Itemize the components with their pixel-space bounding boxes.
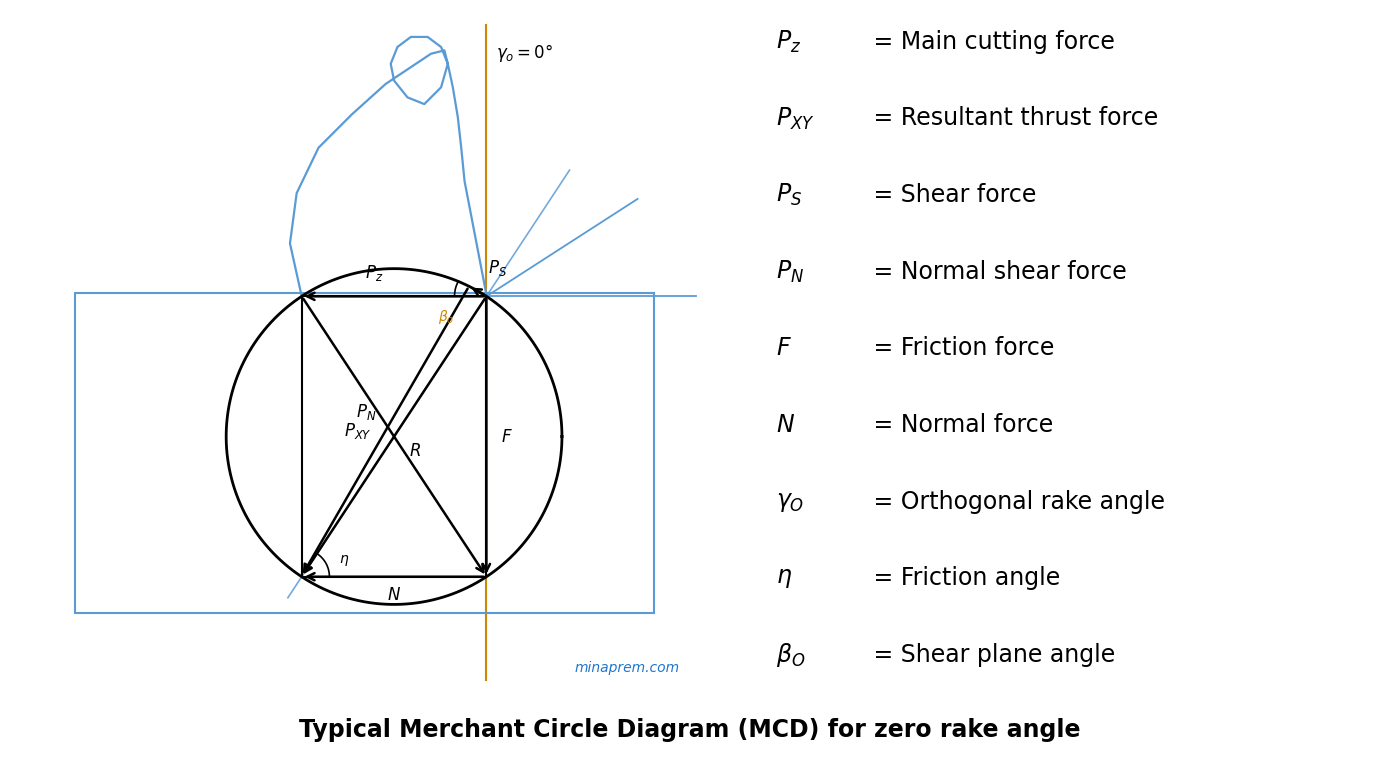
- Text: minaprem.com: minaprem.com: [575, 661, 680, 675]
- Text: $P_{XY}$: $P_{XY}$: [343, 421, 372, 441]
- Text: = Main cutting force: = Main cutting force: [776, 30, 1116, 53]
- Bar: [74, 293, 654, 613]
- Text: $P_{XY}$: $P_{XY}$: [776, 105, 815, 131]
- Text: = Friction angle: = Friction angle: [776, 566, 1060, 591]
- Text: $P_S$: $P_S$: [488, 258, 507, 278]
- Text: = Friction force: = Friction force: [776, 336, 1055, 361]
- Text: $P_N$: $P_N$: [776, 259, 804, 285]
- Text: $P_S$: $P_S$: [776, 182, 803, 209]
- Text: $\eta$: $\eta$: [776, 566, 793, 591]
- Text: $\gamma_O$: $\gamma_O$: [776, 490, 804, 513]
- Text: $P_z$: $P_z$: [365, 264, 383, 283]
- Text: $P_N$: $P_N$: [356, 402, 376, 422]
- Text: = Shear force: = Shear force: [776, 183, 1037, 207]
- Text: $\beta_o$: $\beta_o$: [439, 308, 454, 326]
- Text: $P_z$: $P_z$: [776, 29, 801, 55]
- Text: = Resultant thrust force: = Resultant thrust force: [776, 106, 1158, 131]
- Text: = Normal shear force: = Normal shear force: [776, 260, 1127, 283]
- Text: = Shear plane angle: = Shear plane angle: [776, 643, 1116, 667]
- Text: = Orthogonal rake angle: = Orthogonal rake angle: [776, 490, 1165, 513]
- Text: $F$: $F$: [501, 428, 513, 445]
- Text: $N$: $N$: [387, 586, 401, 604]
- Text: Typical Merchant Circle Diagram (MCD) for zero rake angle: Typical Merchant Circle Diagram (MCD) fo…: [299, 718, 1080, 743]
- Text: $\eta$: $\eta$: [339, 553, 349, 568]
- Text: $\gamma_o = 0°$: $\gamma_o = 0°$: [496, 42, 554, 64]
- Text: $N$: $N$: [776, 413, 796, 437]
- Text: = Normal force: = Normal force: [776, 413, 1054, 437]
- Text: $\beta_O$: $\beta_O$: [776, 641, 805, 669]
- Text: $F$: $F$: [776, 336, 792, 361]
- Text: $R$: $R$: [408, 442, 421, 460]
